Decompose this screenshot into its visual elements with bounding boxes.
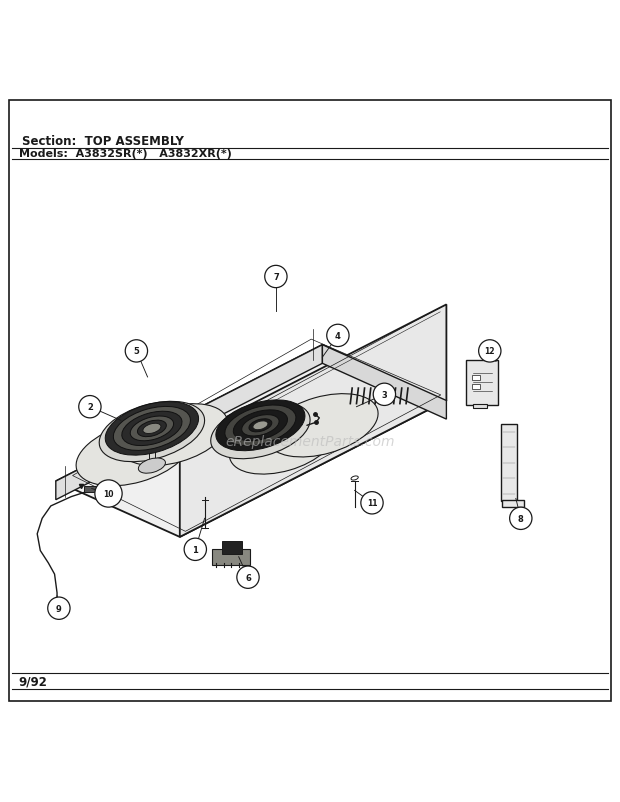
Bar [472,375,480,381]
FancyBboxPatch shape [501,424,517,501]
Text: 2: 2 [87,403,93,411]
Ellipse shape [249,419,272,432]
Text: Section:  TOP ASSEMBLY: Section: TOP ASSEMBLY [22,135,184,148]
Ellipse shape [99,402,205,462]
Circle shape [48,597,70,620]
Circle shape [479,340,501,363]
Circle shape [265,266,287,288]
Text: 5: 5 [133,347,140,356]
FancyBboxPatch shape [222,541,242,554]
Circle shape [95,480,122,508]
Ellipse shape [267,394,378,457]
Ellipse shape [138,459,166,474]
Circle shape [184,538,206,561]
FancyBboxPatch shape [212,549,250,565]
Text: Models:  A3832SR(*)   A3832XR(*): Models: A3832SR(*) A3832XR(*) [19,149,231,159]
Polygon shape [322,346,446,419]
Text: 12: 12 [485,347,495,356]
Ellipse shape [76,421,190,486]
Bar [84,487,97,492]
Text: eReplacementParts.com: eReplacementParts.com [225,434,395,448]
Text: 10: 10 [104,489,113,498]
Ellipse shape [233,411,288,441]
Ellipse shape [225,406,296,446]
Text: 11: 11 [367,499,377,508]
Ellipse shape [105,402,198,456]
Text: 7: 7 [273,273,279,282]
FancyBboxPatch shape [466,360,498,406]
Ellipse shape [138,420,166,437]
Text: 1: 1 [192,545,198,554]
Ellipse shape [216,400,305,452]
Ellipse shape [229,414,335,475]
Circle shape [79,396,101,419]
Ellipse shape [242,415,279,436]
Ellipse shape [113,407,190,451]
Polygon shape [473,404,487,408]
Text: 3: 3 [381,391,388,399]
Circle shape [510,508,532,530]
Ellipse shape [122,411,182,446]
Polygon shape [180,305,446,537]
Text: 9: 9 [56,604,62,613]
Polygon shape [502,500,524,508]
Polygon shape [56,346,446,537]
Text: 4: 4 [335,331,341,341]
Ellipse shape [253,421,268,430]
Text: 9/92: 9/92 [19,674,48,687]
Text: 6: 6 [245,573,251,582]
Polygon shape [56,346,322,500]
Circle shape [237,566,259,589]
Ellipse shape [211,403,310,460]
Ellipse shape [130,416,174,441]
Circle shape [373,383,396,406]
Ellipse shape [120,404,228,466]
Ellipse shape [143,423,161,434]
Circle shape [327,325,349,347]
Text: 8: 8 [518,514,524,523]
Circle shape [125,340,148,363]
Circle shape [361,492,383,514]
Bar [472,385,480,390]
